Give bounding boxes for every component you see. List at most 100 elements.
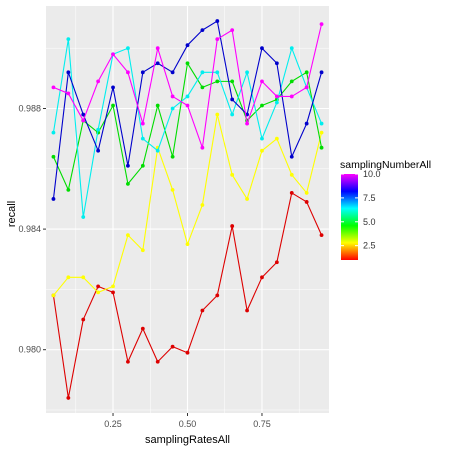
y-tick-label: 0.988: [18, 104, 41, 114]
data-point: [96, 290, 101, 295]
data-point: [260, 79, 264, 84]
data-point: [66, 188, 71, 192]
data-point: [51, 293, 56, 298]
data-point: [260, 103, 264, 108]
data-point: [289, 46, 294, 51]
data-point: [289, 154, 294, 159]
data-point: [215, 19, 220, 23]
data-point: [170, 106, 175, 111]
data-point: [200, 145, 205, 150]
series-5: [51, 19, 324, 201]
data-point: [304, 85, 309, 90]
data-point: [230, 224, 235, 228]
data-point: [274, 136, 279, 141]
data-point: [170, 344, 175, 349]
data-point: [245, 70, 249, 75]
data-point: [260, 136, 264, 141]
x-tick-label: 0.75: [253, 419, 271, 429]
data-point: [170, 154, 175, 159]
data-point: [274, 260, 279, 265]
data-point: [274, 100, 279, 105]
data-point: [230, 79, 235, 84]
y-axis-label: recall: [6, 201, 18, 227]
data-point: [155, 103, 160, 108]
data-point: [185, 242, 190, 247]
data-point: [274, 61, 279, 66]
legend-tick-label: 7.5: [363, 193, 376, 203]
data-point: [200, 203, 205, 207]
data-point: [319, 121, 324, 126]
data-point: [155, 61, 160, 66]
data-point: [66, 275, 71, 280]
data-point: [66, 70, 71, 75]
data-point: [81, 275, 86, 280]
axes: 0.25 0.50 0.75 0.980 0.984 0.988: [18, 104, 270, 429]
data-point: [230, 172, 235, 177]
data-point: [200, 85, 205, 90]
x-tick-label: 0.50: [179, 419, 197, 429]
data-point: [81, 112, 86, 117]
data-point: [215, 112, 220, 117]
data-point: [96, 284, 101, 289]
data-point: [319, 22, 324, 26]
data-point: [230, 28, 235, 33]
data-point: [140, 121, 145, 126]
data-point: [215, 70, 220, 75]
data-point: [111, 290, 115, 295]
data-point: [155, 46, 160, 51]
data-point: [289, 79, 294, 84]
data-point: [260, 275, 264, 280]
data-point: [126, 181, 130, 186]
data-point: [319, 145, 324, 150]
data-point: [140, 326, 145, 331]
data-point: [140, 70, 145, 75]
data-point: [170, 70, 175, 75]
data-point: [215, 37, 220, 42]
data-point: [304, 191, 309, 195]
data-point: [140, 248, 145, 253]
data-point: [66, 37, 71, 42]
data-point: [319, 233, 324, 238]
data-point: [200, 70, 205, 75]
data-point: [289, 191, 294, 195]
data-point: [140, 136, 145, 141]
data-point: [51, 130, 56, 135]
data-point: [96, 127, 101, 132]
data-point: [230, 112, 235, 117]
data-point: [51, 154, 56, 159]
data-point: [170, 94, 175, 99]
data-point: [185, 43, 190, 48]
data-point: [200, 308, 205, 313]
data-point: [245, 308, 249, 313]
data-point: [289, 172, 294, 177]
x-axis-label: samplingRatesAll: [145, 434, 230, 446]
data-point: [126, 46, 130, 51]
legend-colorbar: [341, 174, 358, 260]
data-point: [126, 359, 130, 364]
data-point: [260, 46, 264, 51]
data-point: [200, 28, 205, 33]
data-point: [126, 163, 130, 168]
data-point: [304, 121, 309, 126]
data-point: [140, 163, 145, 168]
series-2: [51, 112, 324, 298]
data-point: [245, 121, 249, 126]
data-point: [66, 396, 71, 400]
data-point: [289, 94, 294, 99]
data-point: [304, 70, 309, 75]
data-point: [260, 148, 264, 153]
data-point: [96, 79, 101, 84]
data-point: [155, 148, 160, 153]
data-point: [126, 233, 130, 238]
data-point: [170, 188, 175, 192]
data-point: [230, 97, 235, 102]
legend-ticks: 2.5 5.0 7.5 10.0: [341, 169, 381, 251]
data-point: [215, 293, 220, 298]
data-point: [111, 85, 115, 90]
series-group: [51, 19, 324, 400]
legend-tick-label: 10.0: [363, 169, 381, 179]
legend-title: samplingNumberAll: [340, 159, 431, 171]
y-tick-label: 0.980: [18, 345, 41, 355]
data-point: [185, 61, 190, 66]
